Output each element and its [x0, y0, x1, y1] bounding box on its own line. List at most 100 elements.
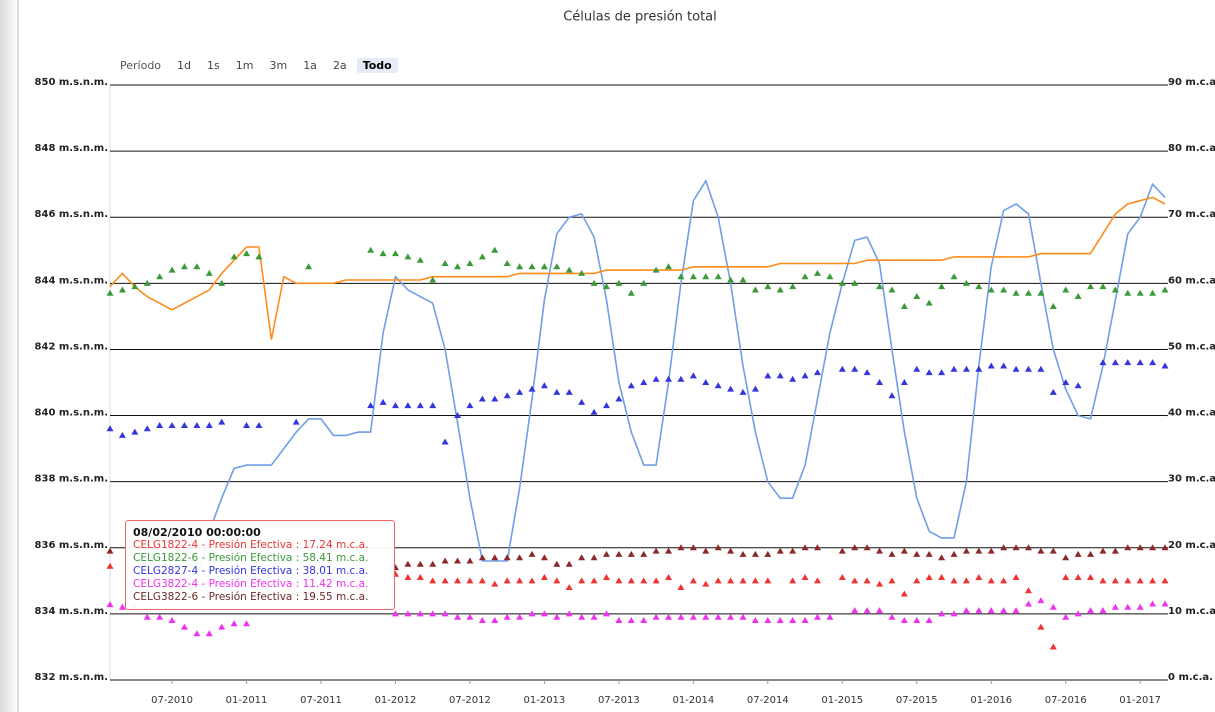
triangle-marker: [689, 613, 697, 620]
triangle-marker: [602, 283, 610, 290]
triangle-marker: [454, 613, 462, 620]
y2-tick-label: 0 m.c.a.: [1168, 672, 1213, 683]
triangle-marker: [466, 260, 474, 266]
triangle-marker: [1049, 643, 1057, 650]
triangle-marker: [640, 617, 648, 623]
triangle-marker: [1124, 289, 1132, 296]
triangle-marker: [727, 577, 735, 584]
triangle-marker: [652, 266, 660, 273]
triangle-marker: [416, 610, 424, 617]
triangle-marker: [727, 385, 735, 392]
triangle-marker: [540, 610, 548, 617]
triangle-marker: [876, 379, 884, 385]
y-tick-label: 836 m.s.n.m.: [35, 540, 108, 551]
y-tick-label: 842 m.s.n.m.: [35, 341, 108, 352]
triangle-marker: [627, 289, 635, 296]
triangle-marker: [739, 550, 747, 557]
triangle-marker: [180, 263, 188, 270]
triangle-marker: [975, 607, 983, 614]
triangle-marker: [131, 283, 139, 290]
triangle-marker: [900, 379, 908, 385]
triangle-marker: [205, 269, 213, 276]
triangle-marker: [491, 554, 499, 561]
triangle-marker: [429, 610, 437, 617]
y2-tick-label: 30 m.c.a.: [1168, 474, 1215, 485]
triangle-marker: [540, 574, 548, 581]
range-button[interactable]: 3m: [269, 59, 288, 72]
x-tick-label: 01-2011: [226, 695, 268, 706]
triangle-marker: [1136, 289, 1144, 296]
triangle-marker: [429, 276, 437, 283]
x-tick-label: 07-2011: [300, 695, 342, 706]
triangle-marker: [913, 293, 921, 300]
y-tick-label: 844 m.s.n.m.: [35, 275, 108, 286]
triangle-marker: [478, 554, 486, 561]
triangle-marker: [764, 617, 772, 623]
triangle-marker: [714, 544, 722, 551]
range-selector: Período 1d 1s 1m 3m 1a 2a Todo: [120, 58, 398, 73]
range-button[interactable]: 1m: [235, 59, 254, 72]
triangle-marker: [702, 547, 710, 554]
range-button[interactable]: 1d: [177, 59, 192, 72]
triangle-marker: [665, 547, 673, 554]
triangle-marker: [714, 382, 722, 389]
range-button[interactable]: 2a: [332, 59, 347, 72]
triangle-marker: [987, 286, 995, 293]
triangle-marker: [367, 246, 375, 253]
triangle-marker: [851, 365, 859, 372]
y2-tick-label: 80 m.c.a.: [1168, 143, 1215, 154]
y-tick-label: 848 m.s.n.m.: [35, 143, 108, 154]
triangle-marker: [764, 283, 772, 290]
triangle-marker: [1037, 623, 1045, 630]
range-button[interactable]: Todo: [356, 58, 398, 73]
triangle-marker: [863, 369, 871, 376]
y-tick-label: 834 m.s.n.m.: [35, 606, 108, 617]
triangle-marker: [714, 273, 722, 280]
triangle-marker: [801, 273, 809, 280]
triangle-marker: [503, 613, 511, 620]
triangle-marker: [888, 577, 896, 584]
triangle-marker: [727, 276, 735, 283]
triangle-marker: [1087, 550, 1095, 557]
triangle-marker: [503, 260, 511, 266]
triangle-marker: [404, 574, 412, 581]
triangle-marker: [826, 273, 834, 280]
triangle-marker: [702, 273, 710, 280]
triangle-marker: [1111, 286, 1119, 293]
triangle-marker: [528, 610, 536, 617]
triangle-marker: [615, 550, 623, 557]
triangle-marker: [528, 577, 536, 584]
y-tick-label: 832 m.s.n.m.: [35, 672, 108, 683]
triangle-marker: [553, 263, 561, 270]
range-button[interactable]: 1a: [303, 59, 317, 72]
triangle-marker: [689, 544, 697, 551]
triangle-marker: [950, 365, 958, 372]
triangle-marker: [553, 388, 561, 395]
triangle-marker: [702, 379, 710, 385]
triangle-marker: [466, 557, 474, 564]
triangle-marker: [1099, 547, 1107, 554]
triangle-marker: [193, 421, 201, 428]
triangle-marker: [950, 610, 958, 617]
triangle-marker: [677, 613, 685, 620]
triangle-marker: [714, 613, 722, 620]
y-tick-label: 850 m.s.n.m.: [35, 77, 108, 88]
series-line: [109, 196, 1166, 340]
triangle-marker: [1012, 365, 1020, 372]
triangle-marker: [1149, 289, 1157, 296]
triangle-marker: [602, 610, 610, 617]
triangle-marker: [764, 372, 772, 379]
triangle-marker: [1062, 613, 1070, 620]
triangle-marker: [528, 550, 536, 557]
range-button[interactable]: 1s: [207, 59, 220, 72]
triangle-marker: [727, 613, 735, 620]
triangle-marker: [441, 260, 449, 266]
x-tick-label: 07-2013: [598, 695, 640, 706]
triangle-marker: [590, 408, 598, 415]
triangle-marker: [677, 583, 685, 590]
triangle-marker: [416, 574, 424, 581]
triangle-marker: [1136, 544, 1144, 551]
triangle-marker: [1124, 359, 1132, 366]
triangle-marker: [1161, 544, 1169, 551]
triangle-marker: [218, 418, 226, 425]
